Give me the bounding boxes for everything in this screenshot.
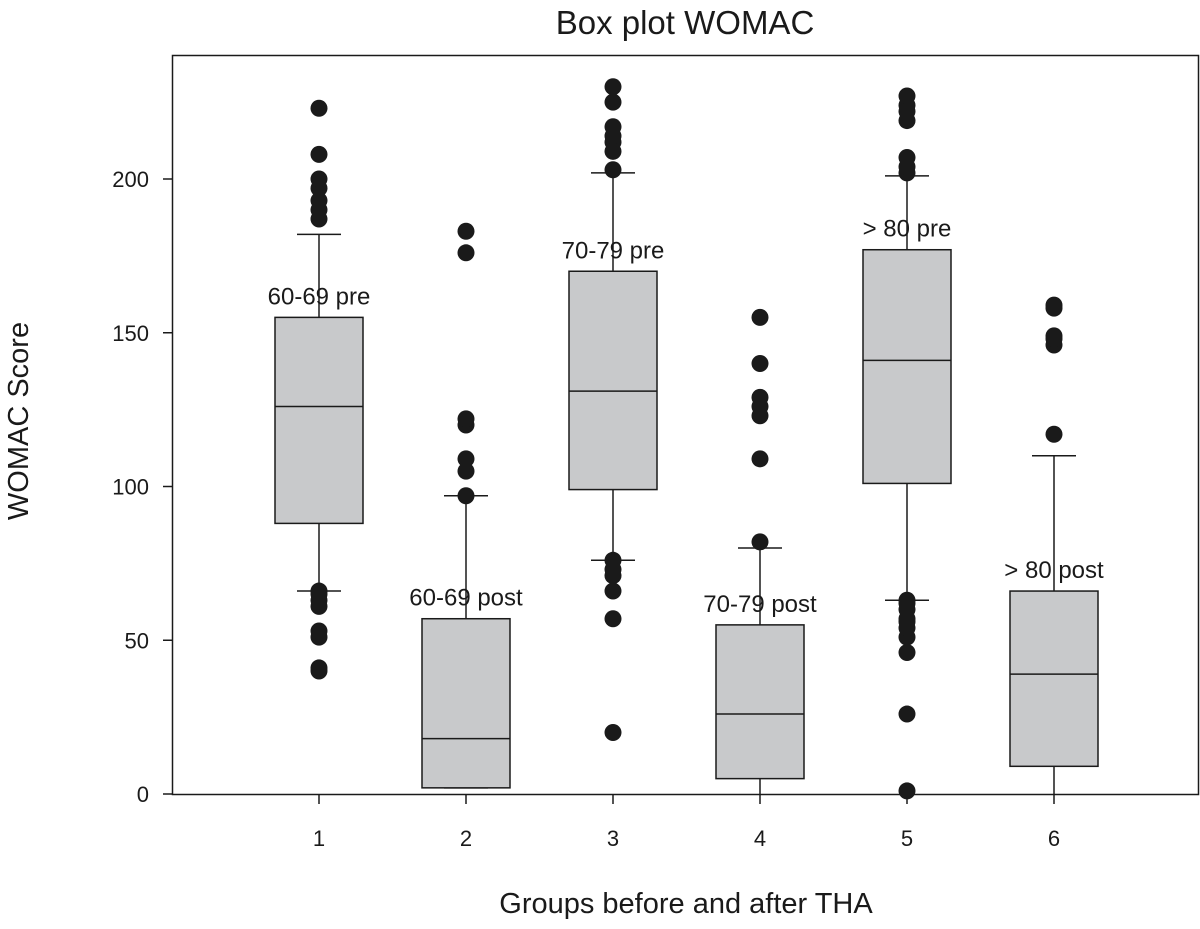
box-group: > 80 post <box>1004 296 1104 794</box>
outlier-point <box>310 99 328 117</box>
y-tick-label: 100 <box>112 475 149 500</box>
outlier-point <box>604 118 622 136</box>
x-tick-label: 4 <box>754 826 766 851</box>
box-label: 70-79 pre <box>562 237 665 264</box>
x-axis: 1 2 3 4 5 6 <box>313 795 1060 851</box>
x-tick-label: 3 <box>607 826 619 851</box>
outlier-point <box>898 148 916 166</box>
outlier-point <box>1045 425 1063 443</box>
outlier-point <box>751 355 769 372</box>
box-group: > 80 pre <box>862 87 952 800</box>
outlier-point <box>310 192 328 210</box>
outlier-point <box>604 610 622 628</box>
outlier-point <box>1045 327 1063 345</box>
box-label: > 80 post <box>1004 557 1104 584</box>
box-label: 60-69 pre <box>268 283 371 310</box>
x-tick-label: 5 <box>901 826 913 851</box>
box-label: > 80 pre <box>863 216 952 243</box>
y-axis-title: WOMAC Score <box>3 322 35 520</box>
outlier-point <box>898 782 916 800</box>
outlier-point <box>898 705 916 723</box>
box-group: 60-69 post <box>409 222 523 789</box>
outlier-point <box>457 222 475 240</box>
box-iqr <box>568 270 658 491</box>
outlier-point <box>457 450 475 468</box>
outlier-point <box>604 551 622 569</box>
outlier-point <box>751 308 769 326</box>
outlier-point <box>604 582 622 600</box>
box-group: 70-79 pre <box>562 78 665 741</box>
box-iqr <box>421 617 511 789</box>
box-group: 70-79 post <box>703 308 817 794</box>
outlier-point <box>310 170 328 188</box>
x-tick-label: 2 <box>460 826 472 851</box>
outlier-point <box>457 244 475 262</box>
box-group: 60-69 pre <box>268 99 371 680</box>
outlier-point <box>898 644 916 662</box>
y-tick-label: 150 <box>112 321 149 346</box>
outlier-point <box>604 161 622 179</box>
x-tick-label: 1 <box>313 826 325 851</box>
x-axis-title: Groups before and after THA <box>499 888 873 920</box>
plot-frame <box>171 54 1200 796</box>
outlier-point <box>457 487 475 505</box>
outlier-point <box>310 582 328 600</box>
y-tick-label: 0 <box>137 782 149 807</box>
box-iqr <box>1009 590 1099 768</box>
outlier-point <box>1045 296 1063 314</box>
y-tick-label: 50 <box>125 628 149 653</box>
box-iqr <box>715 624 805 780</box>
box-label: 70-79 post <box>703 591 817 618</box>
outlier-point <box>457 462 475 480</box>
y-tick-label: 200 <box>112 167 149 192</box>
box-iqr <box>862 248 952 485</box>
outlier-point <box>604 93 622 111</box>
outlier-point <box>898 591 916 609</box>
x-tick-label: 6 <box>1048 826 1060 851</box>
box-iqr <box>274 316 364 525</box>
outlier-point <box>751 533 769 551</box>
outlier-point <box>604 724 622 741</box>
outlier-point <box>310 145 328 163</box>
box-label: 60-69 post <box>409 585 523 612</box>
y-axis: 0 50 100 150 200 <box>112 167 173 807</box>
outlier-point <box>751 388 769 406</box>
outlier-point <box>310 622 328 640</box>
outlier-point <box>310 659 328 677</box>
outlier-point <box>898 87 916 105</box>
outlier-point <box>604 78 622 96</box>
outlier-point <box>751 450 769 468</box>
chart-title: Box plot WOMAC <box>556 4 815 41</box>
boxes-layer: 60-69 pre 60-69 post 70-79 pre 70-79 post > … <box>268 78 1104 800</box>
outlier-point <box>457 410 475 428</box>
